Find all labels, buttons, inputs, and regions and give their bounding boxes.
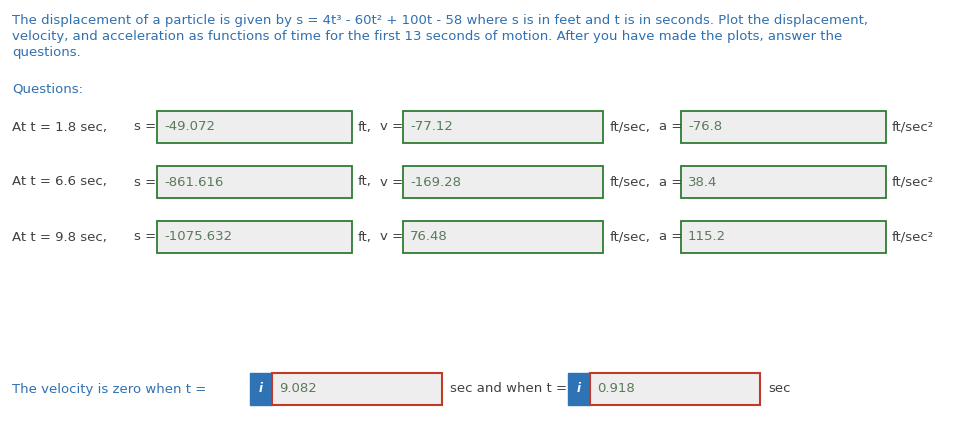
FancyBboxPatch shape	[250, 373, 272, 405]
Text: 9.082: 9.082	[279, 383, 317, 396]
Text: 0.918: 0.918	[597, 383, 635, 396]
Text: At t = 1.8 sec,: At t = 1.8 sec,	[12, 121, 107, 133]
Text: Questions:: Questions:	[12, 82, 83, 95]
Text: The velocity is zero when t =: The velocity is zero when t =	[12, 383, 206, 396]
FancyBboxPatch shape	[272, 373, 442, 405]
FancyBboxPatch shape	[568, 373, 590, 405]
Text: -1075.632: -1075.632	[164, 230, 232, 244]
Text: The displacement of a particle is given by s = 4t³ - 60t² + 100t - 58 where s is: The displacement of a particle is given …	[12, 14, 868, 27]
Text: sec and when t =: sec and when t =	[450, 383, 567, 396]
Text: ft/sec,: ft/sec,	[610, 175, 651, 188]
Text: a =: a =	[659, 175, 683, 188]
Text: -49.072: -49.072	[164, 121, 215, 133]
FancyBboxPatch shape	[681, 166, 886, 198]
Text: s =: s =	[134, 175, 156, 188]
Text: -169.28: -169.28	[410, 175, 461, 188]
Text: -77.12: -77.12	[410, 121, 453, 133]
FancyBboxPatch shape	[403, 166, 603, 198]
FancyBboxPatch shape	[681, 221, 886, 253]
Text: ft,: ft,	[358, 121, 372, 133]
FancyBboxPatch shape	[590, 373, 760, 405]
Text: a =: a =	[659, 230, 683, 244]
Text: sec: sec	[768, 383, 790, 396]
Text: ft/sec,: ft/sec,	[610, 121, 651, 133]
Text: 76.48: 76.48	[410, 230, 447, 244]
FancyBboxPatch shape	[403, 221, 603, 253]
Text: 38.4: 38.4	[688, 175, 717, 188]
Text: At t = 6.6 sec,: At t = 6.6 sec,	[12, 175, 107, 188]
Text: ft/sec,: ft/sec,	[610, 230, 651, 244]
FancyBboxPatch shape	[157, 111, 352, 143]
Text: s =: s =	[134, 230, 156, 244]
Text: v =: v =	[380, 175, 403, 188]
Text: ft/sec²: ft/sec²	[892, 230, 934, 244]
FancyBboxPatch shape	[157, 166, 352, 198]
Text: i: i	[577, 383, 581, 396]
Text: ft/sec²: ft/sec²	[892, 175, 934, 188]
Text: 115.2: 115.2	[688, 230, 726, 244]
Text: i: i	[259, 383, 263, 396]
Text: s =: s =	[134, 121, 156, 133]
Text: v =: v =	[380, 121, 403, 133]
Text: -76.8: -76.8	[688, 121, 722, 133]
Text: -861.616: -861.616	[164, 175, 224, 188]
Text: velocity, and acceleration as functions of time for the first 13 seconds of moti: velocity, and acceleration as functions …	[12, 30, 842, 43]
FancyBboxPatch shape	[403, 111, 603, 143]
FancyBboxPatch shape	[681, 111, 886, 143]
FancyBboxPatch shape	[157, 221, 352, 253]
Text: ft,: ft,	[358, 230, 372, 244]
Text: ft,: ft,	[358, 175, 372, 188]
Text: At t = 9.8 sec,: At t = 9.8 sec,	[12, 230, 107, 244]
Text: ft/sec²: ft/sec²	[892, 121, 934, 133]
Text: a =: a =	[659, 121, 683, 133]
Text: questions.: questions.	[12, 46, 81, 59]
Text: v =: v =	[380, 230, 403, 244]
